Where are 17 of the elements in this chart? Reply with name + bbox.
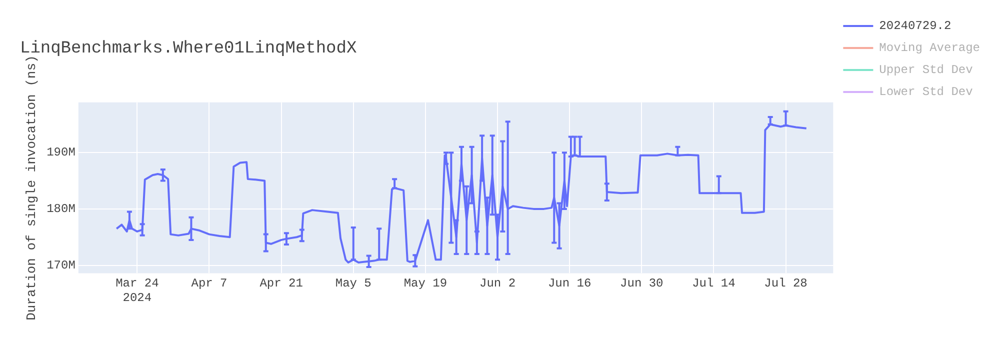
x-tick-label: May 5 — [335, 276, 372, 291]
x-tick-label: Jun 2 — [480, 276, 516, 291]
y-tick-label: 190M — [46, 146, 76, 160]
y-tick-label: 170M — [46, 258, 76, 272]
legend-label: Lower Std Dev — [879, 85, 973, 100]
x-tick-label: Jul 28 — [764, 276, 808, 291]
x-tick-label: Apr 7 — [191, 276, 228, 291]
x-tick-label: Jun 30 — [620, 276, 664, 291]
legend-label: Moving Average — [879, 41, 980, 56]
y-tick-label: 180M — [46, 202, 76, 216]
x-tick-label: Apr 21 — [260, 276, 303, 291]
legend-label: 20240729.2 — [879, 19, 952, 34]
legend-label: Upper Std Dev — [879, 63, 973, 78]
x-tick-label: May 19 — [404, 276, 448, 291]
x-tick-label: Jul 14 — [692, 276, 736, 291]
x-tick-label: Jun 16 — [548, 276, 592, 291]
x-tick-label: Mar 24 2024 — [116, 276, 159, 305]
